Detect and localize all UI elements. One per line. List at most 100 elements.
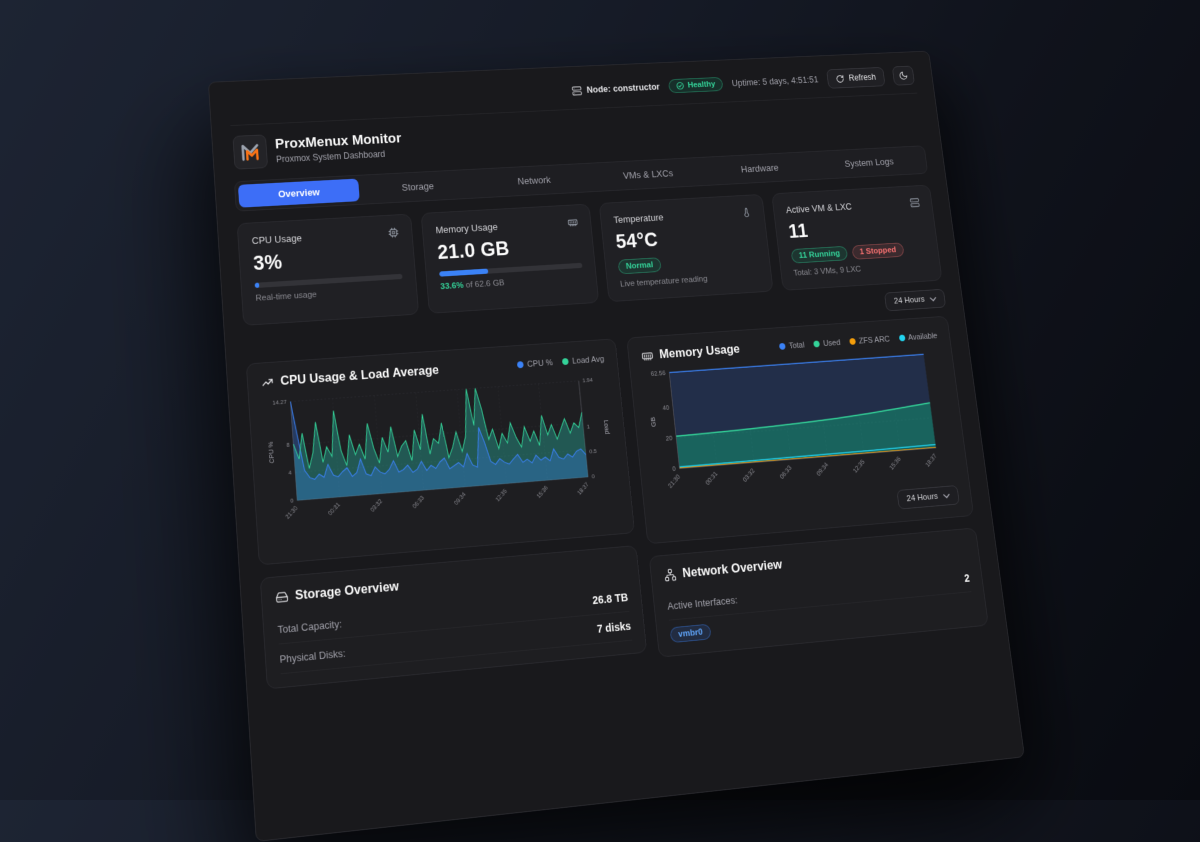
storage-title: Storage Overview xyxy=(295,579,400,603)
memory-of-total: of 62.6 GB xyxy=(463,279,505,290)
legend-item: CPU % xyxy=(517,358,553,369)
temperature-card: Temperature 54°C Normal Live temperature… xyxy=(599,194,774,302)
svg-text:00:31: 00:31 xyxy=(327,502,341,517)
node-label: Node: constructor xyxy=(586,82,660,95)
svg-text:03:32: 03:32 xyxy=(370,498,384,513)
svg-text:Load: Load xyxy=(602,420,610,435)
svg-text:CPU %: CPU % xyxy=(268,441,277,464)
network-icon xyxy=(664,568,677,582)
legend-item: Available xyxy=(898,331,938,342)
charts-row: CPU Usage & Load Average CPU %Load Avg 0… xyxy=(246,316,989,696)
svg-text:20: 20 xyxy=(666,435,674,443)
legend-item: ZFS ARC xyxy=(849,335,890,346)
svg-text:15:36: 15:36 xyxy=(536,485,550,500)
svg-text:14.27: 14.27 xyxy=(272,400,287,407)
svg-text:GB: GB xyxy=(650,416,658,427)
refresh-button[interactable]: Refresh xyxy=(826,67,885,89)
check-circle-icon xyxy=(676,81,685,90)
tab-vms-lxcs[interactable]: VMs & LXCs xyxy=(590,160,705,188)
svg-text:18:37: 18:37 xyxy=(924,452,938,469)
svg-text:40: 40 xyxy=(662,404,670,412)
svg-text:62.56: 62.56 xyxy=(651,370,667,378)
svg-text:0: 0 xyxy=(672,466,677,474)
chevron-down-icon xyxy=(930,296,937,301)
row-label: Total Capacity: xyxy=(277,618,342,636)
health-badge: Healthy xyxy=(668,77,723,93)
svg-text:0: 0 xyxy=(591,474,595,481)
proxmenux-logo-icon xyxy=(239,141,262,164)
legend-dot xyxy=(517,361,524,368)
svg-text:4: 4 xyxy=(288,470,292,477)
interface-badge[interactable]: vmbr0 xyxy=(670,624,712,643)
uptime-text: Uptime: 5 days, 4:51:51 xyxy=(731,75,819,89)
moon-icon xyxy=(898,71,908,81)
svg-text:15:36: 15:36 xyxy=(888,455,903,472)
row-value: 2 xyxy=(964,572,971,584)
svg-text:0: 0 xyxy=(290,498,294,505)
cpu-load-chart-panel: CPU Usage & Load Average CPU %Load Avg 0… xyxy=(246,338,635,565)
svg-text:21:30: 21:30 xyxy=(667,473,682,490)
tab-overview[interactable]: Overview xyxy=(238,179,360,208)
row-label: Active Interfaces: xyxy=(667,594,738,612)
network-overview-panel: Network Overview Active Interfaces: 2 vmb… xyxy=(649,528,989,658)
svg-text:06:33: 06:33 xyxy=(412,495,426,510)
vm-running-badge: 11 Running xyxy=(791,246,848,264)
tab-network[interactable]: Network xyxy=(475,166,592,194)
refresh-icon xyxy=(835,74,845,83)
memory-range-select[interactable]: 24 Hours xyxy=(897,485,960,509)
svg-text:03:32: 03:32 xyxy=(742,467,757,484)
tab-storage[interactable]: Storage xyxy=(358,172,477,201)
legend-dot xyxy=(562,358,569,365)
legend-item: Total xyxy=(779,340,805,350)
temperature-card-label: Temperature xyxy=(613,212,664,226)
legend-item: Used xyxy=(813,338,841,349)
memory-value: 21.0 GB xyxy=(437,233,582,264)
network-title: Network Overview xyxy=(682,558,783,581)
legend-dot xyxy=(779,343,786,350)
svg-text:0.5: 0.5 xyxy=(589,449,597,456)
svg-text:12:35: 12:35 xyxy=(852,458,867,475)
svg-text:8: 8 xyxy=(286,443,290,450)
vm-count-value: 11 xyxy=(787,213,924,243)
memory-range-value: 24 Hours xyxy=(906,492,938,504)
cpu-card-label: CPU Usage xyxy=(251,232,302,246)
legend-item: Load Avg xyxy=(562,354,605,366)
memory-icon xyxy=(567,217,578,228)
svg-text:09:34: 09:34 xyxy=(454,492,468,507)
tab-system-logs[interactable]: System Logs xyxy=(813,149,924,176)
memory-note: 33.6% of 62.6 GB xyxy=(440,274,584,292)
trending-up-icon xyxy=(261,376,274,390)
legend-dot xyxy=(849,338,856,345)
row-value: 7 disks xyxy=(596,620,631,636)
node-indicator: Node: constructor xyxy=(571,82,660,96)
row-label: Physical Disks: xyxy=(279,647,346,665)
svg-text:00:31: 00:31 xyxy=(705,470,720,487)
refresh-label: Refresh xyxy=(848,72,876,83)
server-icon xyxy=(571,85,582,96)
svg-text:09:34: 09:34 xyxy=(816,461,831,478)
cpu-note: Real-time usage xyxy=(255,285,403,303)
vm-card-label: Active VM & LXC xyxy=(785,201,852,215)
cpu-usage-card: CPU Usage 3% Real-time usage xyxy=(237,214,419,326)
time-range-select[interactable]: 24 Hours xyxy=(884,289,946,311)
active-vm-lxc-card: Active VM & LXC 11 11 Running 1 Stopped … xyxy=(771,185,942,291)
app-title-block: ProxMenux Monitor Proxmox System Dashboa… xyxy=(275,131,403,165)
cpu-icon xyxy=(388,227,400,239)
legend-dot xyxy=(813,341,820,348)
temperature-value: 54°C xyxy=(615,223,756,253)
chevron-down-icon xyxy=(943,493,950,499)
cpu-value: 3% xyxy=(253,244,402,276)
thermometer-icon xyxy=(741,207,752,218)
svg-text:18:37: 18:37 xyxy=(577,482,591,497)
theme-toggle-button[interactable] xyxy=(892,66,915,86)
cpu-chart-legend: CPU % Load Avg xyxy=(517,354,605,369)
tab-hardware[interactable]: Hardware xyxy=(703,155,816,183)
health-label: Healthy xyxy=(687,80,716,90)
vm-total-note: Total: 3 VMs, 9 LXC xyxy=(793,261,928,278)
svg-text:1.94: 1.94 xyxy=(582,378,593,385)
hard-drive-icon xyxy=(275,590,289,605)
